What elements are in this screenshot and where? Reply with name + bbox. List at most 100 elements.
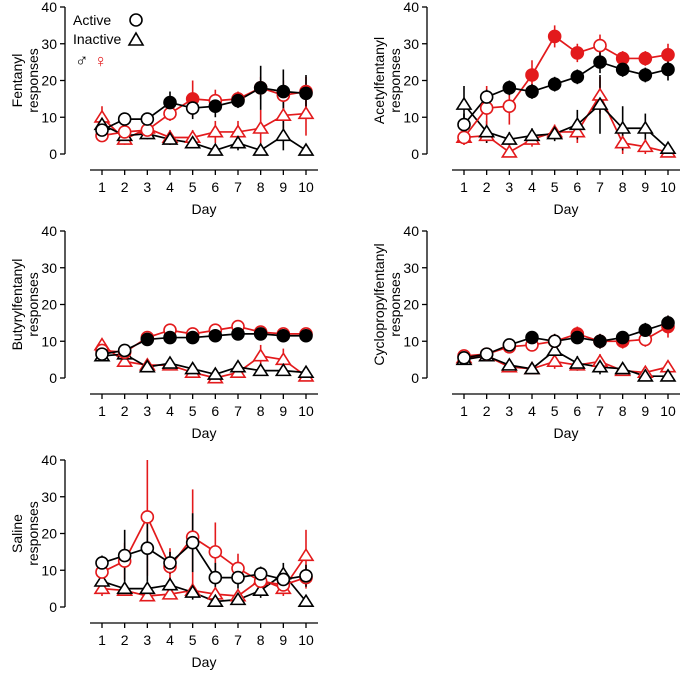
data-point [161,355,179,369]
markers-male-active [95,81,313,137]
data-point [659,140,677,155]
data-point [479,101,494,115]
x-tick-label: 7 [596,179,604,195]
y-axis-label: Saline [9,514,25,553]
x-tick-label: 3 [143,632,151,648]
data-point [140,112,155,126]
data-point [593,55,607,69]
data-point [252,120,270,134]
data-point [274,127,292,142]
data-point [229,135,247,149]
x-tick-label: 1 [98,179,106,195]
data-point [502,338,517,352]
data-point [547,77,562,91]
series-male-inactive [101,117,307,154]
series-line [101,344,307,379]
series-male-inactive [101,350,307,378]
data-point [615,330,630,345]
data-point [546,125,564,140]
data-point [252,348,270,362]
x-tick-label: 1 [98,632,106,648]
data-point [252,582,270,596]
data-point [252,362,270,377]
data-point [206,366,224,380]
markers-male-active [95,327,313,361]
x-tick-label: 1 [460,403,468,419]
data-point [297,105,315,120]
data-point [252,142,270,156]
y-tick-label: 20 [41,526,57,542]
data-point [455,96,473,110]
markers-male-active [95,535,313,587]
data-point [208,99,223,114]
data-point [500,144,518,158]
data-point [231,570,245,585]
series-line [101,572,307,603]
x-tick-label: 6 [573,179,581,195]
data-point [457,117,471,132]
x-tick-label: 1 [98,403,106,419]
data-point [231,327,245,341]
x-tick-label: 6 [573,403,581,419]
data-point [638,51,653,66]
data-point [638,68,653,82]
x-tick-label: 10 [298,179,314,195]
data-point [546,353,564,367]
x-tick-label: 6 [211,179,219,195]
series-female-active [101,321,307,356]
data-point [208,570,223,585]
x-tick-label: 3 [143,179,151,195]
data-point [523,361,541,375]
series-line [463,325,669,357]
series-female-inactive [463,352,669,377]
data-point [163,95,177,110]
y-tick-label: 40 [403,223,419,239]
x-tick-label: 6 [211,632,219,648]
data-point [614,120,632,134]
series-line [101,353,307,376]
x-tick-label: 6 [211,403,219,419]
data-point [661,316,675,330]
y-tick-label: 0 [411,370,419,386]
y-tick-label: 20 [403,297,419,313]
series-line [101,541,307,581]
x-tick-label: 1 [460,179,468,195]
y-tick-label: 30 [403,260,419,276]
data-point [614,135,632,149]
data-point [457,350,471,365]
data-point [163,556,177,570]
markers-male-active [457,55,675,132]
x-tick-label: 8 [257,632,265,648]
data-point [636,120,654,134]
y-axis-label: responses [387,272,403,337]
x-axis-label: Day [192,201,217,217]
y-tick-label: 30 [403,36,419,52]
data-point [570,70,585,84]
x-tick-label: 9 [279,179,287,195]
series-line [463,349,668,378]
data-point [208,545,223,559]
x-tick-label: 8 [619,179,627,195]
chart-panel-fentanyl: 0 10 20 30 40 Fentanyl responses 1 2 3 4 5 6 7 8 9 10 Day [9,0,318,217]
data-point [568,116,586,131]
series-line [101,123,307,152]
data-point [185,330,200,345]
data-point [297,142,315,156]
series-line [101,333,306,355]
x-tick-label: 4 [528,403,536,419]
data-point [500,357,518,371]
data-point [274,362,292,377]
data-point [185,535,200,550]
data-point [95,556,109,570]
x-tick-label: 8 [619,403,627,419]
data-point [231,93,245,108]
x-tick-label: 7 [234,632,242,648]
x-tick-label: 5 [189,403,197,419]
markers-male-active [457,316,675,365]
y-tick-label: 40 [41,0,57,15]
legend: Active Inactive ♂ ♀ [73,12,145,71]
data-point [523,127,541,142]
series-line [463,103,669,150]
data-point [253,81,268,95]
